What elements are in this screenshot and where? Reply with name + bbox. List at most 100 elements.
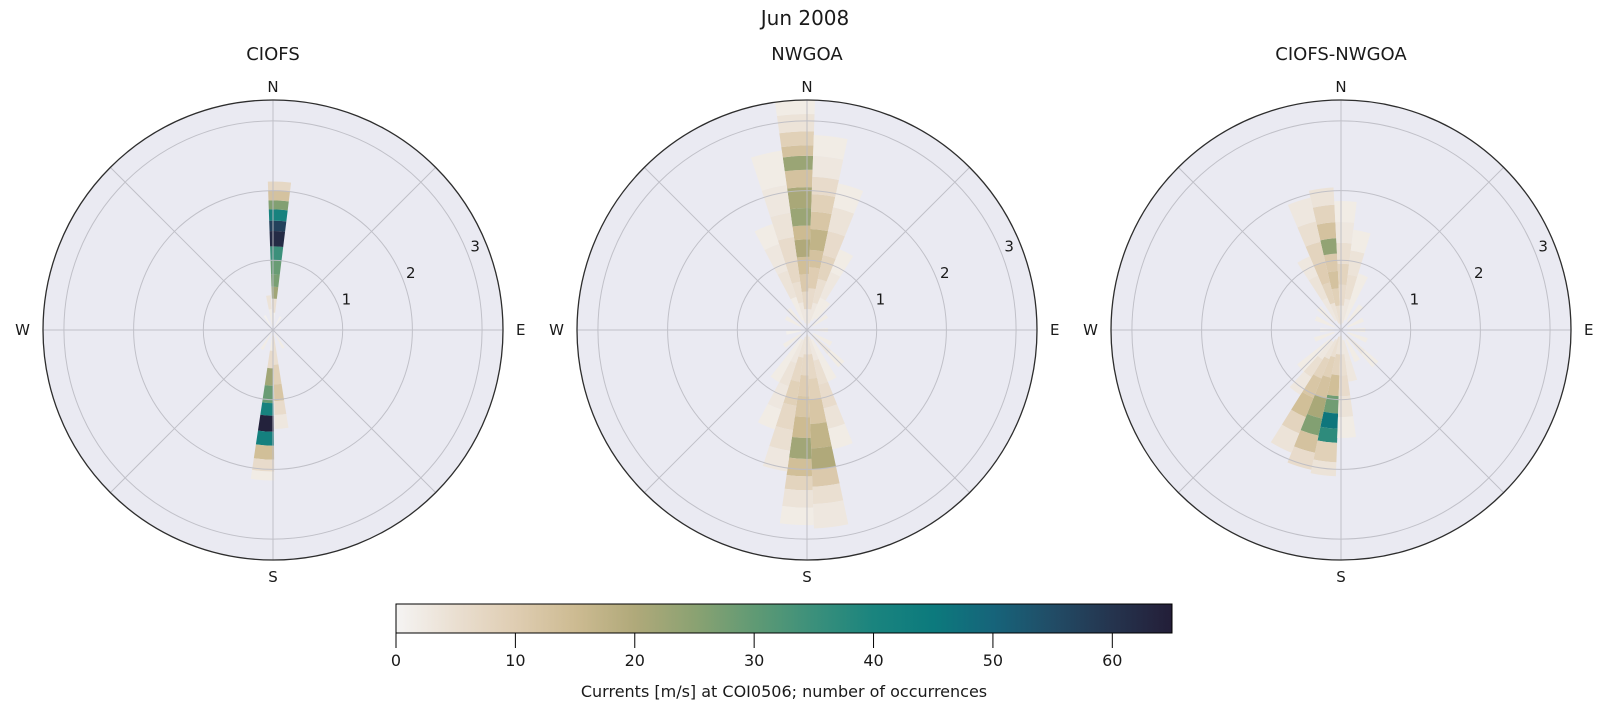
rose-sector-segment <box>813 500 849 529</box>
rose-sector-segment <box>266 295 272 310</box>
rose-sector-segment <box>822 231 845 259</box>
rose-sector-segment <box>1300 414 1323 436</box>
rose-sector-segment <box>807 353 818 379</box>
rose-sector-segment <box>786 307 803 326</box>
rose-sector-segment <box>273 383 285 402</box>
rose-sector-segment <box>784 316 802 328</box>
rose-sector-segment <box>1337 263 1350 286</box>
rose-sector-segment <box>1297 351 1318 372</box>
rose-sector-segment <box>271 274 280 288</box>
rose-sector-segment <box>783 379 800 406</box>
rose-sector-segment <box>1323 253 1338 273</box>
rose-sector-segment <box>820 359 837 382</box>
rose-sector-segment <box>1297 221 1321 247</box>
rose-sector-segment <box>1324 338 1338 360</box>
rose-sector-segment <box>807 288 816 310</box>
radial-tick-label: 2 <box>940 264 950 282</box>
grid-spoke <box>1178 329 1342 493</box>
rose-sector-segment <box>813 359 828 385</box>
rose-sector-segment <box>779 131 814 148</box>
rose-sector-segment <box>267 181 292 192</box>
rose-sector-segment <box>811 194 836 215</box>
grid-spoke <box>644 167 808 331</box>
rose-sector-segment <box>790 339 804 364</box>
rose-sector-segment <box>814 300 831 320</box>
rose-sector-segment <box>1287 446 1315 470</box>
direction-label-w: W <box>549 321 564 339</box>
rose-sector-segment <box>810 297 826 322</box>
rose-sector-segment <box>790 356 804 382</box>
grid-spoke <box>644 329 808 493</box>
rose-sector-segment <box>255 430 275 446</box>
rose-sector-segment <box>782 488 814 508</box>
rose-sector-segment <box>1330 336 1340 358</box>
rose-sector-segment <box>786 457 813 477</box>
rose-sector-segment <box>785 338 803 361</box>
rose-sector-segment <box>1308 275 1328 301</box>
direction-label-s: S <box>268 568 278 586</box>
rose-sector-segment <box>751 150 787 191</box>
rose-sector-segment <box>263 314 272 328</box>
rose-sector-segment <box>253 444 275 460</box>
rose-sector-segment <box>809 398 827 425</box>
rose-sector-segment <box>776 113 815 134</box>
rose-sector-segment <box>274 332 285 349</box>
rose-sector-segment <box>791 281 804 304</box>
rose-sector-segment <box>794 395 811 418</box>
rose-sector-segment <box>812 278 827 305</box>
radial-tick-label: 2 <box>406 264 416 282</box>
rose-sector-segment <box>1320 238 1337 256</box>
rose-sector-segment <box>273 335 279 365</box>
colorbar-tick-label: 40 <box>863 651 883 670</box>
polar-plot-ciofs-nwgoa: 1 2 3 N E S W CIOFS-NWGOA <box>1083 44 1593 586</box>
rose-sector-segment <box>269 220 287 232</box>
rose-sector-segment <box>791 416 811 439</box>
rose-sector-segment <box>812 332 833 346</box>
rose-sector-segment <box>1308 187 1335 208</box>
grid-spoke <box>272 167 436 331</box>
grid-spoke <box>1178 167 1342 331</box>
rose-sector-segment <box>792 225 811 241</box>
rose-sector-segment <box>796 256 810 275</box>
grid-spoke <box>1340 167 1504 331</box>
rose-sector-segment <box>1270 424 1300 453</box>
colorbar-tick-label: 60 <box>1102 651 1122 670</box>
direction-label-s: S <box>802 568 812 586</box>
subplot-title: NWGOA <box>771 44 843 65</box>
polar-grid <box>43 100 503 560</box>
rose-sector-segment <box>274 400 287 416</box>
colorbar-tick-label: 20 <box>625 651 645 670</box>
rose-sector-segment <box>1347 304 1364 323</box>
rose-sector-segment <box>1294 430 1319 453</box>
rose-sector-segment <box>775 402 797 431</box>
colorbar-tick-label: 30 <box>744 651 764 670</box>
rose-sector-segment <box>1344 296 1357 321</box>
grid-spoke <box>110 167 274 331</box>
rose-sector-segment <box>260 332 272 351</box>
rose-sector-segment <box>1331 353 1341 376</box>
rose-sector-segment <box>785 260 801 284</box>
grid-spoke <box>110 329 274 493</box>
rose-sector-segment <box>811 466 840 487</box>
rose-sector-segment <box>790 296 804 321</box>
rose-sector-segment <box>808 302 818 324</box>
rose-sector-segment <box>1303 355 1323 378</box>
rose-sector-segment <box>269 333 274 351</box>
rose-sector-segment <box>812 483 844 505</box>
rose-sector-segment <box>1351 273 1368 299</box>
rose-sector-segment <box>1345 359 1358 382</box>
rose-sector-segment <box>273 364 282 385</box>
rose-bars <box>751 100 864 529</box>
rose-sector-segment <box>833 183 864 214</box>
rose-sector-segment <box>807 309 812 326</box>
rose-sector-segment <box>1322 355 1336 378</box>
rose-sector-segment <box>1317 426 1338 443</box>
rose-sector-segment <box>1327 270 1339 290</box>
rose-sector-segment <box>809 249 824 269</box>
colorbar-tick-label: 0 <box>391 651 401 670</box>
rose-sector-segment <box>1334 201 1357 223</box>
rose-sector-segment <box>1307 394 1327 419</box>
direction-label-n: N <box>801 78 812 96</box>
rose-sector-segment <box>1316 222 1337 241</box>
